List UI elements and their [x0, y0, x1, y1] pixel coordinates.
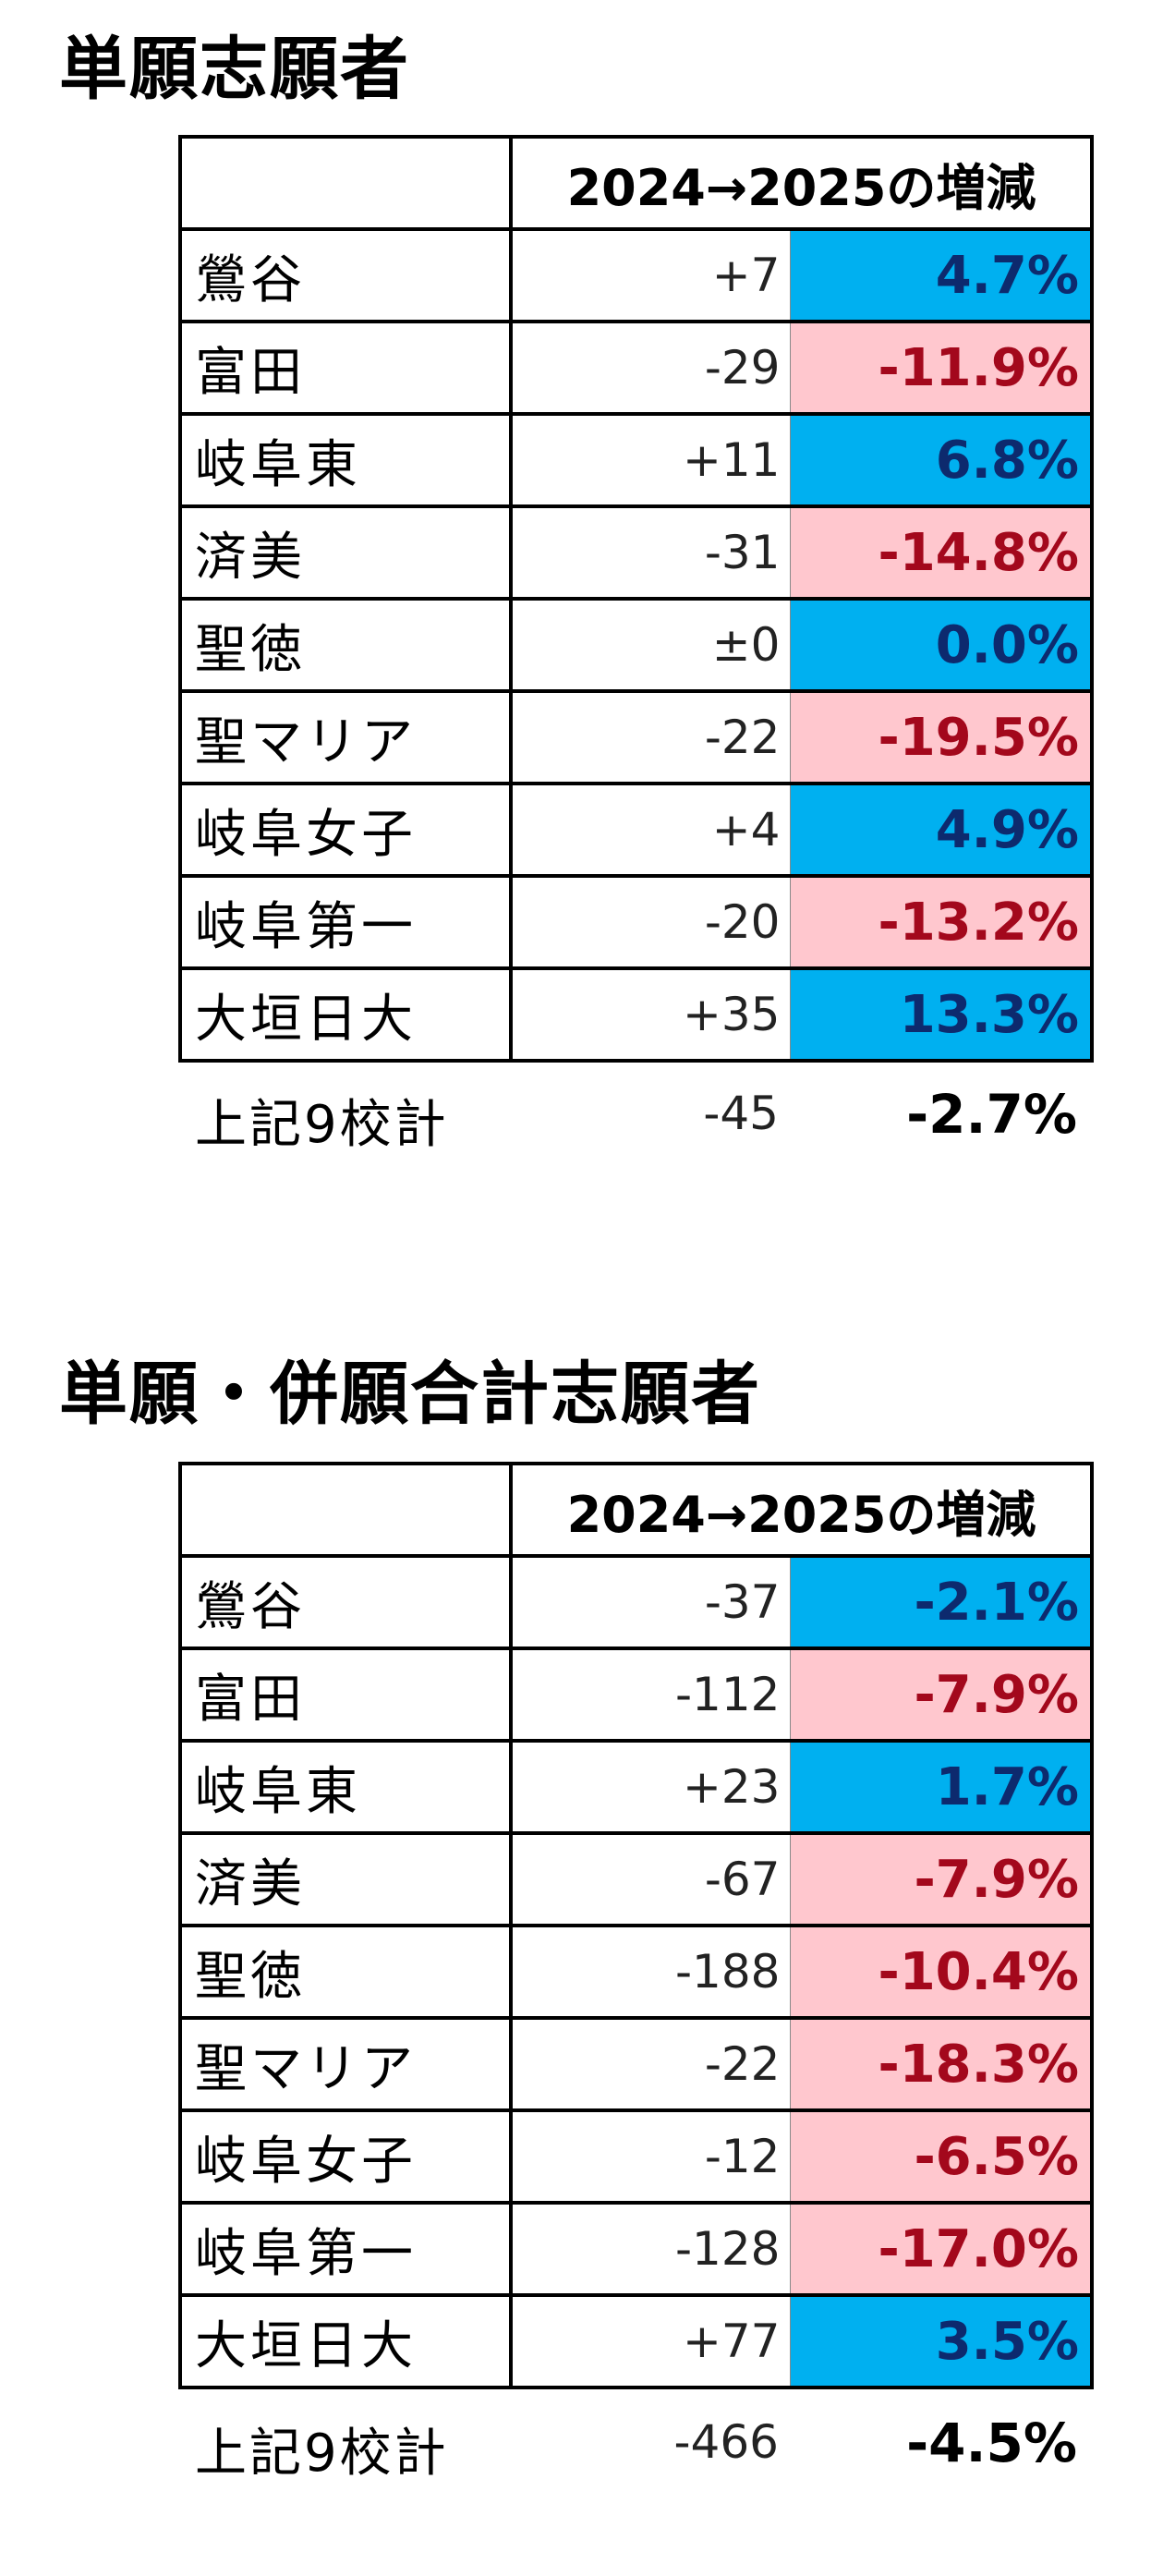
section-title: 単願志願者 [59, 30, 410, 109]
change-percent: -2.1% [789, 1554, 1094, 1650]
school-name: 大垣日大 [178, 966, 513, 1063]
table-row: 岐阜第一 -20 -13.2% [178, 874, 1094, 970]
change-percent: -18.3% [789, 2016, 1094, 2112]
change-percent: -14.8% [789, 504, 1094, 601]
change-percent: 1.7% [789, 1739, 1094, 1835]
total-label: 上記9校計 [195, 2424, 449, 2484]
table-row: 聖マリア -22 -18.3% [178, 2016, 1094, 2112]
table-row: 済美 -67 -7.9% [178, 1831, 1094, 1927]
change-count: -12 [509, 2108, 791, 2205]
school-name: 済美 [178, 504, 513, 601]
change-count: -188 [509, 1924, 791, 2020]
school-name: 済美 [178, 1831, 513, 1927]
change-count: +23 [509, 1739, 791, 1835]
school-name: 岐阜女子 [178, 782, 513, 878]
school-name: 聖マリア [178, 689, 513, 785]
section-title: 単願・併願合計志願者 [59, 1355, 761, 1434]
table-row: 聖徳 -188 -10.4% [178, 1924, 1094, 2020]
table-row: 大垣日大 +77 3.5% [178, 2293, 1094, 2389]
change-percent: -17.0% [789, 2201, 1094, 2297]
table-body: 鶯谷 -37 -2.1% 富田 -112 -7.9% 岐阜東 +23 1.7% 済美 -67 -7.9… [178, 1554, 1094, 2389]
change-percent: -7.9% [789, 1646, 1094, 1743]
change-percent: 4.7% [789, 227, 1094, 323]
table-row: 富田 -29 -11.9% [178, 320, 1094, 416]
column-header: 2024→2025の増減 [509, 135, 1094, 231]
change-count: -22 [509, 689, 791, 785]
change-table: 2024→2025の増減 鶯谷 -37 -2.1% 富田 -112 -7.9% 岐阜東 +23… [178, 1462, 1094, 2389]
change-count: +35 [509, 966, 791, 1063]
table-row: 岐阜女子 -12 -6.5% [178, 2108, 1094, 2205]
change-count: -29 [509, 320, 791, 416]
change-count: +77 [509, 2293, 791, 2389]
school-name: 岐阜東 [178, 412, 513, 508]
change-table: 2024→2025の増減 鶯谷 +7 4.7% 富田 -29 -11.9% 岐阜東 +11 6.… [178, 135, 1094, 1063]
table-row: 鶯谷 +7 4.7% [178, 227, 1094, 323]
table-body: 鶯谷 +7 4.7% 富田 -29 -11.9% 岐阜東 +11 6.8% 済美 -31 -14.8%… [178, 227, 1094, 1063]
change-percent: -11.9% [789, 320, 1094, 416]
header-empty-cell [178, 1462, 513, 1558]
table-row: 岐阜東 +11 6.8% [178, 412, 1094, 508]
change-percent: -7.9% [789, 1831, 1094, 1927]
table-row: 岐阜東 +23 1.7% [178, 1739, 1094, 1835]
change-count: ±0 [509, 597, 791, 693]
change-count: -112 [509, 1646, 791, 1743]
table-row: 済美 -31 -14.8% [178, 504, 1094, 601]
column-header: 2024→2025の増減 [509, 1462, 1094, 1558]
header-empty-cell [178, 135, 513, 231]
table-row: 岐阜女子 +4 4.9% [178, 782, 1094, 878]
change-count: -37 [509, 1554, 791, 1650]
school-name: 岐阜第一 [178, 874, 513, 970]
change-count: -128 [509, 2201, 791, 2297]
change-percent: 6.8% [789, 412, 1094, 508]
table-row: 聖マリア -22 -19.5% [178, 689, 1094, 785]
table-row: 聖徳 ±0 0.0% [178, 597, 1094, 693]
table-header-row: 2024→2025の増減 [178, 1462, 1094, 1558]
change-percent: -13.2% [789, 874, 1094, 970]
change-percent: -19.5% [789, 689, 1094, 785]
change-count: +7 [509, 227, 791, 323]
table-row: 大垣日大 +35 13.3% [178, 966, 1094, 1063]
total-percent: -4.5% [906, 2412, 1077, 2474]
school-name: 鶯谷 [178, 227, 513, 323]
total-change: -45 [703, 1087, 779, 1140]
change-count: +4 [509, 782, 791, 878]
change-percent: -6.5% [789, 2108, 1094, 2205]
total-row: 上記9校計 -45 -2.7% [178, 1070, 1090, 1162]
total-row: 上記9校計 -466 -4.5% [178, 2399, 1090, 2491]
change-count: -67 [509, 1831, 791, 1927]
school-name: 富田 [178, 1646, 513, 1743]
change-count: -31 [509, 504, 791, 601]
school-name: 岐阜第一 [178, 2201, 513, 2297]
change-count: -20 [509, 874, 791, 970]
total-label: 上記9校計 [195, 1095, 449, 1155]
total-change: -466 [673, 2415, 779, 2469]
table-row: 鶯谷 -37 -2.1% [178, 1554, 1094, 1650]
school-name: 岐阜東 [178, 1739, 513, 1835]
school-name: 鶯谷 [178, 1554, 513, 1650]
school-name: 聖徳 [178, 597, 513, 693]
table-header-row: 2024→2025の増減 [178, 135, 1094, 231]
school-name: 岐阜女子 [178, 2108, 513, 2205]
total-percent: -2.7% [906, 1083, 1077, 1146]
school-name: 大垣日大 [178, 2293, 513, 2389]
change-percent: 0.0% [789, 597, 1094, 693]
table-row: 富田 -112 -7.9% [178, 1646, 1094, 1743]
school-name: 富田 [178, 320, 513, 416]
table-row: 岐阜第一 -128 -17.0% [178, 2201, 1094, 2297]
change-percent: 3.5% [789, 2293, 1094, 2389]
change-percent: 13.3% [789, 966, 1094, 1063]
school-name: 聖徳 [178, 1924, 513, 2020]
change-percent: -10.4% [789, 1924, 1094, 2020]
school-name: 聖マリア [178, 2016, 513, 2112]
change-count: +11 [509, 412, 791, 508]
change-count: -22 [509, 2016, 791, 2112]
change-percent: 4.9% [789, 782, 1094, 878]
